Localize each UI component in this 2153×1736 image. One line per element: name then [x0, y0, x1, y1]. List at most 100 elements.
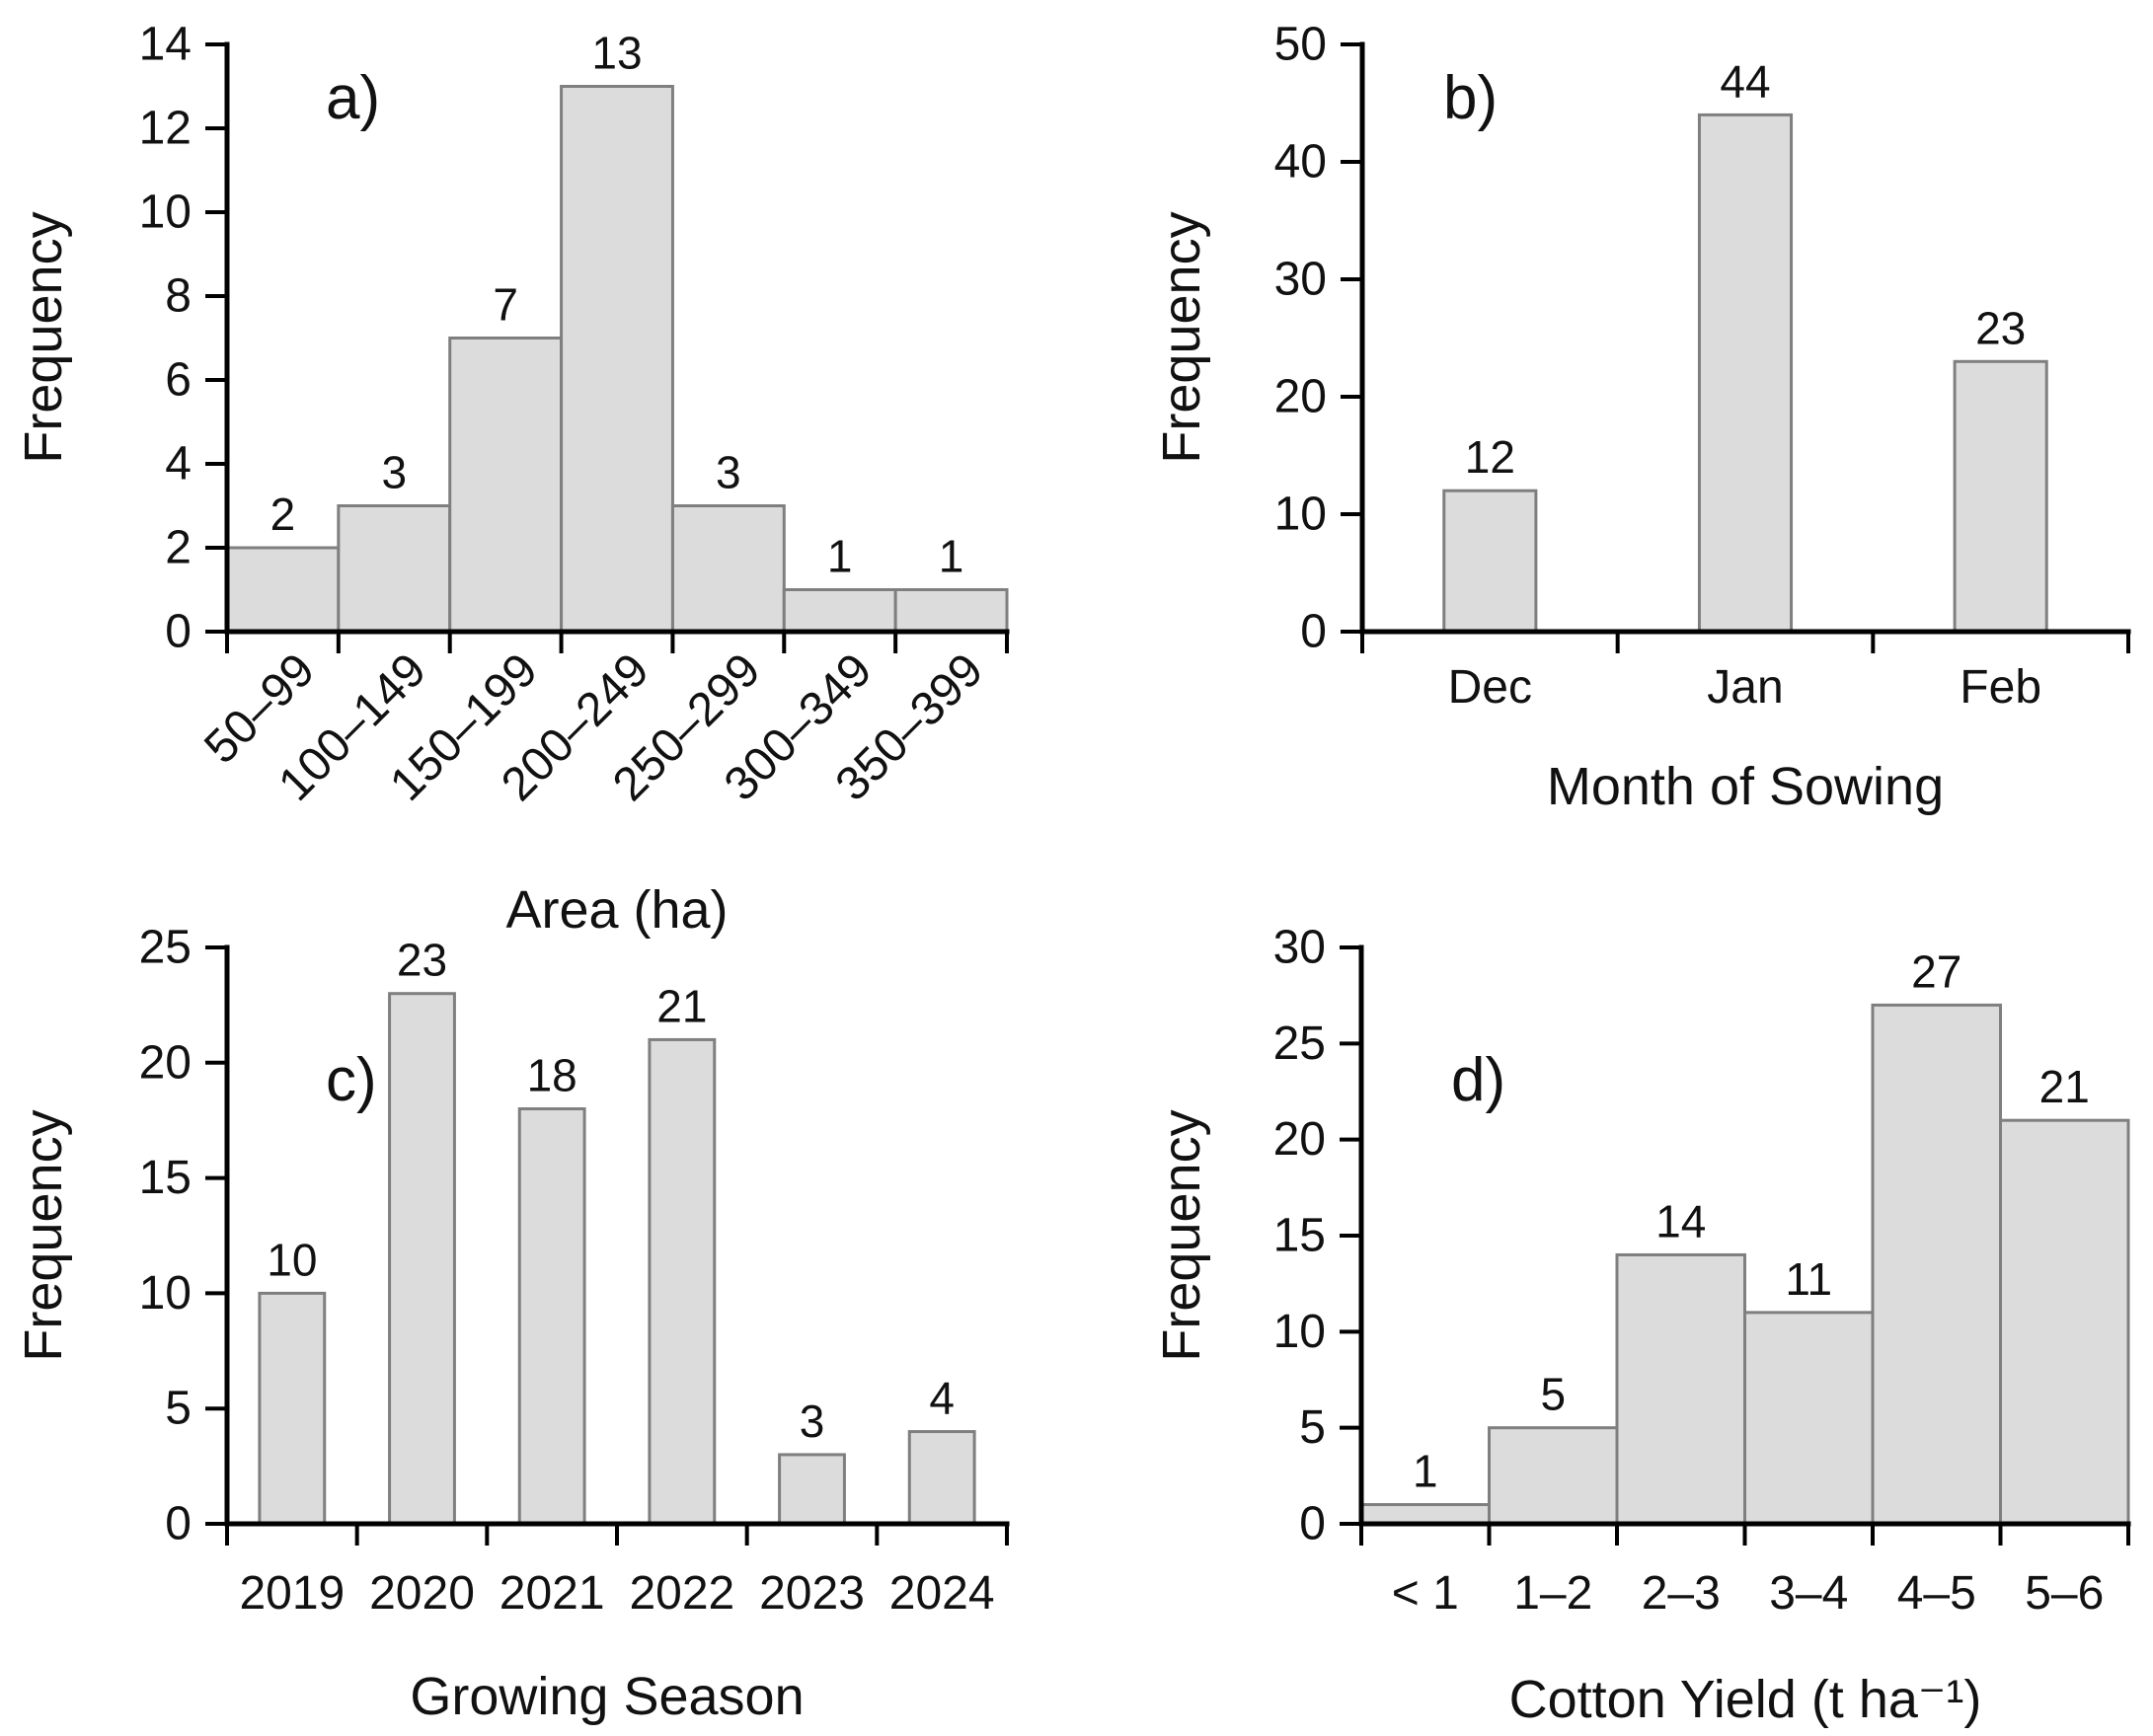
bar [225, 546, 341, 634]
y-tick-label: 12 [139, 103, 192, 155]
y-tick-label: 20 [1273, 1113, 1326, 1166]
bar-value-label: 27 [1911, 945, 1961, 997]
y-axis-title-b: Frequency [1152, 211, 1211, 463]
y-axis-title-d: Frequency [1152, 1109, 1211, 1361]
bar [388, 992, 456, 1526]
chart-d: d) Frequency Cotton Yield (t ha⁻¹) 0 5 10 1… [1152, 922, 2131, 1729]
x-tick-label: 2020 [369, 1567, 475, 1620]
bar-value-label: 1 [1413, 1446, 1438, 1497]
bar-value-label: 12 [1465, 431, 1515, 483]
y-tick-label: 8 [165, 270, 192, 323]
bar [778, 1453, 846, 1526]
chart-a: a) Frequency Area (ha) 02468101214250–99… [14, 19, 1010, 940]
chart-c: c) Frequency Growing Season 0 5 10 15 20 25 10… [14, 922, 1010, 1726]
bar-value-label: 18 [527, 1050, 577, 1101]
x-tick-label: 2024 [889, 1567, 995, 1620]
y-tick-label: 10 [139, 187, 192, 239]
y-tick-label: 0 [165, 606, 192, 658]
y-tick-label: 30 [1273, 922, 1326, 974]
bar-value-label: 13 [591, 28, 642, 79]
bar-value-label: 7 [493, 279, 518, 331]
bar-value-label: 1 [827, 531, 853, 582]
x-tick-label: 2–3 [1642, 1567, 1721, 1620]
x-axis-title-d: Cotton Yield (t ha⁻¹) [1509, 1670, 1982, 1729]
x-tick-label: 5–6 [2025, 1567, 2104, 1620]
y-tick-label: 50 [1274, 19, 1327, 71]
bar [1442, 489, 1538, 634]
y-tick-label: 5 [165, 1383, 192, 1435]
x-tick-label: 2022 [629, 1567, 734, 1620]
bar [337, 504, 452, 634]
y-tick-label: 15 [139, 1152, 192, 1204]
y-tick-label: 6 [165, 354, 192, 407]
bar [517, 1107, 586, 1526]
bar-value-label: 3 [381, 447, 407, 498]
y-tick-label: 40 [1274, 136, 1327, 189]
bar-value-label: 4 [929, 1373, 955, 1424]
bar-value-label: 3 [716, 447, 741, 498]
chart-b: b) Frequency Month of Sowing 0 10 20 30 40 50… [1152, 19, 2131, 816]
bar-value-label: 21 [2039, 1061, 2090, 1112]
y-tick-label: 15 [1273, 1210, 1326, 1262]
x-tick-label: Feb [1960, 661, 2041, 714]
y-axis-title-a: Frequency [14, 211, 73, 463]
plot-a: 02468101214250–993100–1497150–19913200–2… [139, 19, 1010, 811]
bar-value-label: 3 [800, 1396, 825, 1447]
x-tick-label: 2021 [500, 1567, 605, 1620]
panel-label-b: b) [1443, 64, 1498, 132]
bar [907, 1430, 976, 1526]
y-tick-label: 10 [1273, 1306, 1326, 1358]
x-tick-label: 2019 [239, 1567, 345, 1620]
y-tick-label: 2 [165, 522, 192, 574]
bar [258, 1291, 327, 1526]
bar-value-label: 23 [397, 935, 447, 986]
bar-value-label: 44 [1720, 55, 1770, 107]
y-tick-label: 5 [1299, 1401, 1326, 1454]
plot-d: 0 5 10 15 20 25 30 1 < 1 5 1–2 14 2–3 11 3–4 27 4–5 21 5–6 [1273, 922, 2131, 1620]
bar-value-label: 10 [267, 1234, 317, 1285]
bar [782, 588, 897, 634]
y-axis-title-c: Frequency [14, 1109, 73, 1361]
bar-value-label: 23 [1975, 302, 2026, 353]
bar [1488, 1426, 1619, 1526]
x-tick-label: Dec [1448, 661, 1532, 714]
bar [1743, 1311, 1875, 1526]
axis-line [1359, 41, 2131, 635]
x-tick-label: 4–5 [1897, 1567, 1976, 1620]
bar [1953, 359, 2048, 634]
y-tick-label: 0 [1299, 1498, 1326, 1550]
y-tick-label: 0 [1300, 606, 1327, 658]
y-tick-label: 4 [165, 438, 192, 491]
x-tick-label: < 1 [1392, 1567, 1459, 1620]
y-tick-label: 10 [1274, 489, 1327, 541]
bar [448, 337, 564, 634]
axis-line [1358, 944, 2131, 1527]
bar-value-label: 21 [656, 980, 707, 1031]
plot-c: 0 5 10 15 20 25 10 2019 23 2020 18 2021 21 2022 3 2023 4… [139, 922, 1010, 1620]
y-tick-label: 10 [139, 1267, 192, 1320]
bar [1697, 113, 1794, 634]
x-axis-title-a: Area (ha) [505, 880, 728, 940]
x-axis-title-b: Month of Sowing [1547, 757, 1944, 816]
y-tick-label: 25 [1273, 1018, 1326, 1070]
y-tick-label: 14 [139, 19, 192, 71]
bar [648, 1037, 717, 1526]
y-tick-label: 0 [165, 1498, 192, 1550]
axis-line [224, 944, 1010, 1527]
y-tick-label: 30 [1274, 254, 1327, 306]
bar [1359, 1503, 1491, 1526]
axis-line [224, 41, 1010, 635]
bar-value-label: 11 [1785, 1253, 1832, 1305]
bar [1615, 1252, 1746, 1526]
panel-label-a: a) [326, 64, 380, 132]
plot-b: 0 10 20 30 40 50 12 Dec 44 Jan 23 Feb [1274, 19, 2131, 714]
y-tick-label: 20 [139, 1036, 192, 1089]
x-tick-label: 2023 [759, 1567, 865, 1620]
x-tick-label: 1–2 [1513, 1567, 1592, 1620]
bar-value-label: 5 [1540, 1369, 1566, 1420]
y-tick-label: 25 [139, 922, 192, 974]
bar-value-label: 1 [939, 531, 964, 582]
panel-label-c: c) [326, 1046, 377, 1114]
